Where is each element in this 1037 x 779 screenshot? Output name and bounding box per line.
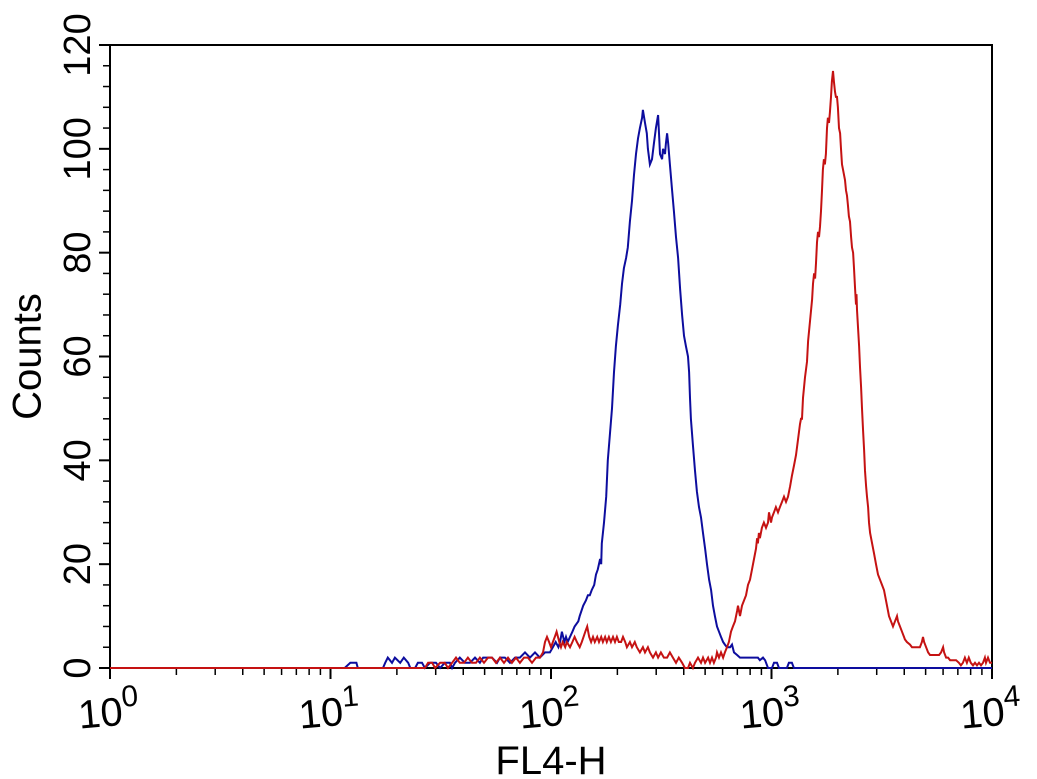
y-axis-title: Counts — [6, 293, 50, 420]
blue-histogram-trace — [110, 109, 992, 671]
x-axis-tick-label: 100 — [76, 680, 142, 738]
y-axis-tick-label: 120 — [57, 13, 99, 76]
y-axis-tick-label: 60 — [57, 335, 99, 377]
x-axis-tick-label: 102 — [517, 680, 583, 738]
y-axis-tick-label: 20 — [57, 543, 99, 585]
x-axis-tick-label: 104 — [958, 680, 1024, 738]
red-histogram-trace — [110, 70, 992, 671]
y-axis-tick-label: 40 — [57, 439, 99, 481]
y-axis-tick-label: 0 — [57, 657, 99, 678]
y-axis-tick-label: 80 — [57, 232, 99, 274]
x-axis-tick-label: 101 — [296, 680, 362, 738]
x-axis-tick-label: 103 — [737, 680, 803, 738]
x-axis-title: FL4-H — [495, 739, 606, 779]
y-axis-tick-label: 100 — [57, 117, 99, 180]
plot-frame — [109, 44, 993, 669]
